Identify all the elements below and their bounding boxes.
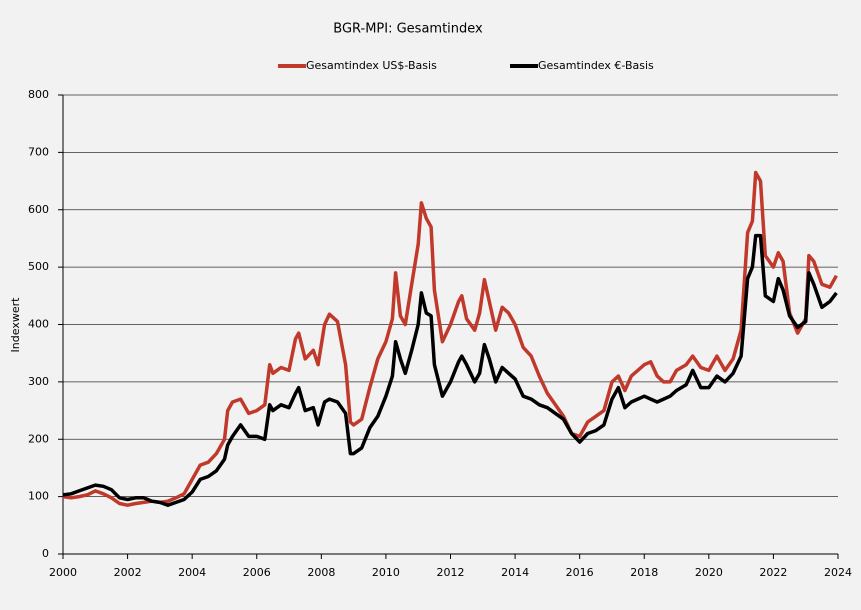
x-tick-label: 2016 xyxy=(566,566,594,579)
x-tick-label: 2012 xyxy=(437,566,465,579)
y-tick-label: 500 xyxy=(28,260,49,273)
x-tick-label: 2004 xyxy=(178,566,206,579)
x-tick-label: 2024 xyxy=(824,566,852,579)
data-line xyxy=(62,170,838,507)
x-tick-label: 2002 xyxy=(114,566,142,579)
y-tick-label: 200 xyxy=(28,432,49,445)
y-tick-label: 700 xyxy=(28,145,49,158)
x-tick-label: 2000 xyxy=(49,566,77,579)
y-tick-label: 100 xyxy=(28,490,49,503)
y-tick-label: 300 xyxy=(28,375,49,388)
y-axis-label: Indexwert xyxy=(9,297,22,353)
x-tick-label: 2014 xyxy=(501,566,529,579)
y-tick-label: 0 xyxy=(42,547,49,560)
y-tick-label: 600 xyxy=(28,203,49,216)
x-tick-label: 2006 xyxy=(243,566,271,579)
y-tick-label: 400 xyxy=(28,318,49,331)
x-tick-label: 2018 xyxy=(630,566,658,579)
legend-label: Gesamtindex US$-Basis xyxy=(306,59,437,72)
legend-label: Gesamtindex €-Basis xyxy=(538,59,654,72)
x-tick-label: 2008 xyxy=(307,566,335,579)
y-tick-label: 800 xyxy=(28,88,49,101)
data-line xyxy=(62,233,838,507)
x-tick-label: 2022 xyxy=(759,566,787,579)
chart-title: BGR-MPI: Gesamtindex xyxy=(333,22,483,37)
x-tick-label: 2020 xyxy=(695,566,723,579)
x-tick-label: 2010 xyxy=(372,566,400,579)
